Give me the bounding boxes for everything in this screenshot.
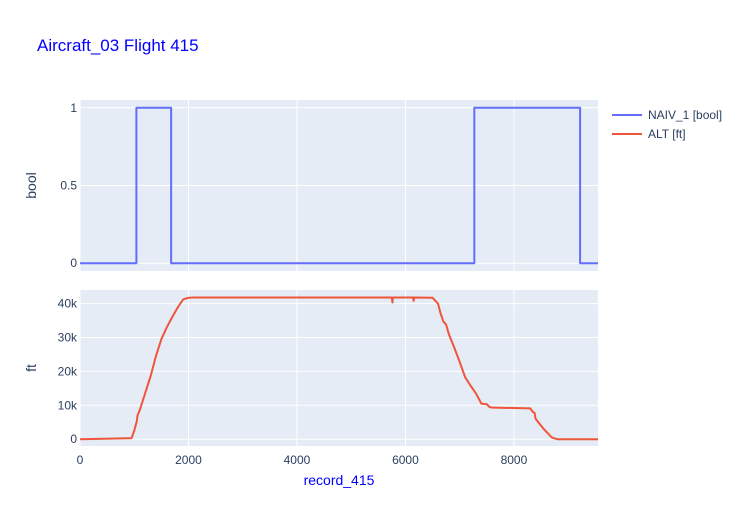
panel-1: 0 0.5 1 bool	[23, 100, 598, 271]
x-tick-label: 6000	[392, 453, 419, 467]
y-axis-title: bool	[23, 172, 39, 198]
y-tick-label: 0	[70, 432, 77, 446]
y-tick-label: 20k	[58, 364, 78, 378]
y-tick-label: 0	[70, 256, 77, 270]
chart-title: Aircraft_03 Flight 415	[37, 36, 199, 55]
legend-label: ALT [ft]	[648, 127, 686, 141]
x-tick-label: 0	[77, 453, 84, 467]
chart-panels: 0 0.5 1 bool 0 10k 20k 30k 40k ft 0 2000 4000 6000 800…	[23, 100, 598, 488]
y-tick-label: 10k	[58, 398, 78, 412]
series-line-alt-ft-	[80, 296, 598, 441]
x-axis-title: record_415	[304, 472, 375, 488]
panel-2: 0 10k 20k 30k 40k ft 0 2000 4000 6000 8000 record_4…	[23, 290, 598, 488]
y-tick-label: 0.5	[60, 179, 77, 193]
x-tick-label: 4000	[284, 453, 311, 467]
legend-label: NAIV_1 [bool]	[648, 108, 722, 122]
y-tick-label: 1	[70, 101, 77, 115]
plot-background	[80, 290, 598, 446]
y-tick-label: 30k	[58, 330, 78, 344]
y-axis-title: ft	[23, 364, 39, 372]
x-tick-label: 2000	[175, 453, 202, 467]
y-tick-label: 40k	[58, 297, 78, 311]
x-tick-label: 8000	[501, 453, 528, 467]
legend-item[interactable]: ALT [ft]	[612, 127, 686, 141]
chart-legend[interactable]: NAIV_1 [bool] ALT [ft]	[612, 108, 722, 141]
legend-item[interactable]: NAIV_1 [bool]	[612, 108, 722, 122]
series-line-naiv-1-bool-	[80, 106, 598, 265]
